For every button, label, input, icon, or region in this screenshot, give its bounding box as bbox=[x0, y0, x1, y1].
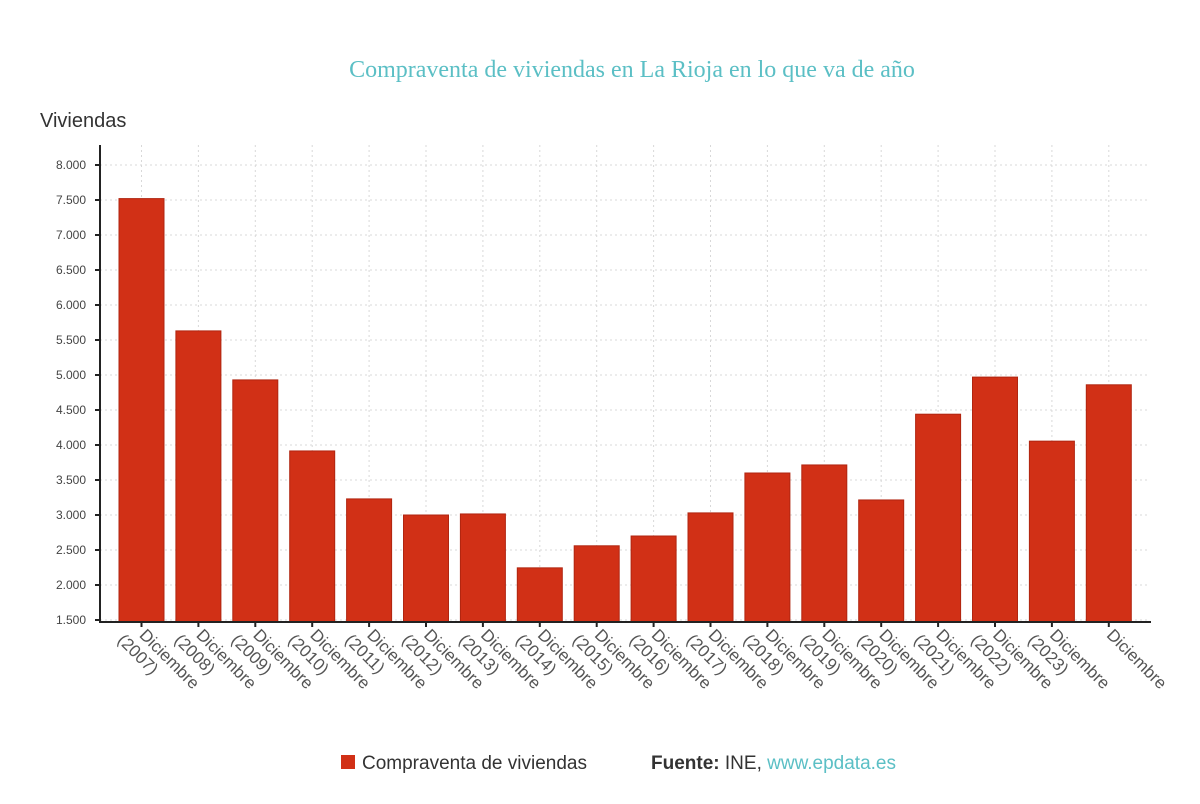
y-tick-label: 5.000 bbox=[56, 368, 86, 382]
source-link[interactable]: www.epdata.es bbox=[766, 753, 896, 774]
y-tick-label: 6.500 bbox=[56, 263, 86, 277]
y-tick-label: 5.500 bbox=[56, 333, 86, 347]
chart-title: Compraventa de viviendas en La Rioja en … bbox=[349, 57, 915, 83]
bar bbox=[459, 513, 506, 623]
legend-swatch bbox=[341, 755, 355, 769]
bar bbox=[1085, 384, 1132, 623]
source-name: INE, bbox=[725, 753, 762, 774]
y-tick-label: 2.500 bbox=[56, 543, 86, 557]
y-tick-label: 2.000 bbox=[56, 578, 86, 592]
bar bbox=[801, 464, 848, 623]
bars bbox=[118, 198, 1132, 623]
bar bbox=[346, 498, 393, 623]
bar bbox=[1028, 440, 1075, 623]
bar bbox=[744, 472, 791, 623]
legend: Compraventa de viviendas bbox=[341, 753, 587, 774]
bar bbox=[516, 567, 563, 623]
y-tick-label: 4.500 bbox=[56, 403, 86, 417]
y-tick-label: 7.000 bbox=[56, 228, 86, 242]
x-tick-label: Diciembre bbox=[1103, 625, 1171, 693]
bar bbox=[915, 413, 962, 623]
x-axis-ticks: Diciembre(2007) Diciembre(2008) Diciembre(… bbox=[114, 622, 1171, 693]
y-axis-ticks: 1.500 2.000 2.500 3.000 3.500 4.000 4.500 5.000… bbox=[56, 158, 100, 627]
source-note: Fuente: INE, www.epdata.es bbox=[651, 753, 896, 774]
bar bbox=[858, 499, 905, 623]
bar bbox=[175, 330, 222, 623]
bar bbox=[289, 450, 336, 623]
source-label: Fuente: bbox=[651, 753, 720, 774]
y-tick-label: 4.000 bbox=[56, 438, 86, 452]
bar bbox=[232, 379, 279, 623]
y-tick-label: 7.500 bbox=[56, 193, 86, 207]
bar bbox=[687, 512, 734, 623]
bar bbox=[118, 198, 165, 623]
y-tick-label: 3.000 bbox=[56, 508, 86, 522]
y-tick-label: 8.000 bbox=[56, 158, 86, 172]
bar bbox=[972, 376, 1018, 623]
bar bbox=[630, 535, 677, 623]
legend-label: Compraventa de viviendas bbox=[362, 753, 587, 774]
y-tick-label: 1.500 bbox=[56, 613, 86, 627]
y-tick-label: 3.500 bbox=[56, 473, 86, 487]
y-tick-label: 6.000 bbox=[56, 298, 86, 312]
y-axis-label: Viviendas bbox=[40, 110, 126, 132]
bar bbox=[403, 514, 449, 623]
bar bbox=[573, 545, 620, 623]
